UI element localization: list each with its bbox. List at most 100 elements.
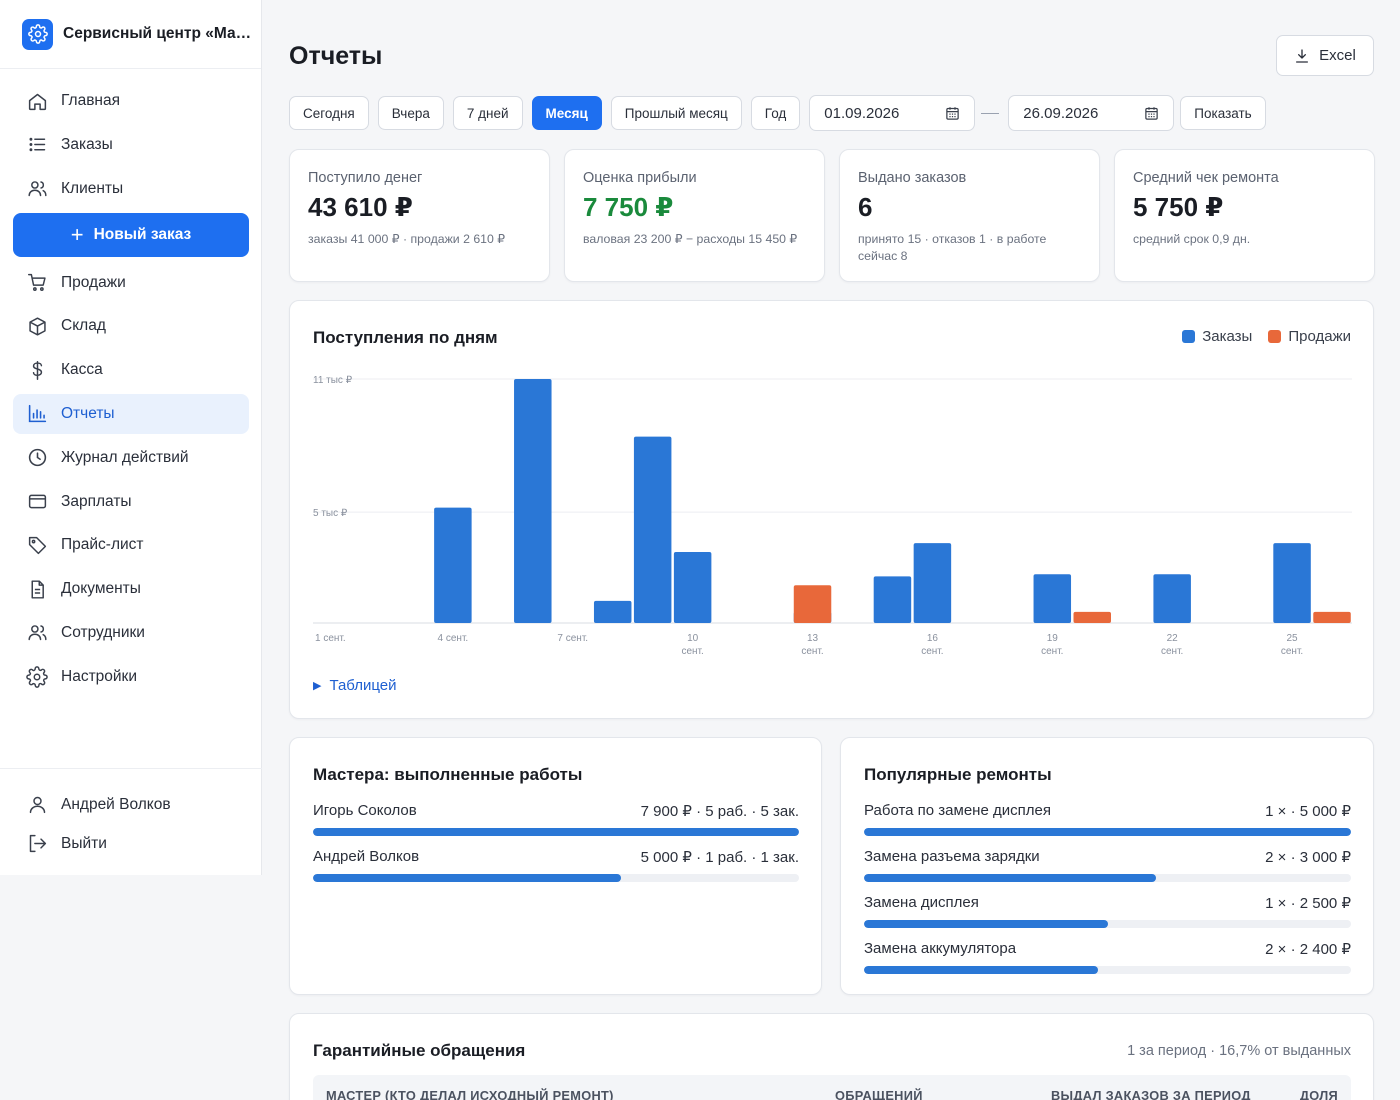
- nav-label: Касса: [61, 361, 103, 379]
- cart-icon: [26, 272, 48, 294]
- logout-button[interactable]: Выйти: [13, 824, 249, 863]
- user-profile[interactable]: Андрей Волков: [13, 785, 249, 824]
- kpi-cards: Поступило денег 43 610 ₽ заказы 41 000 ₽…: [289, 149, 1375, 282]
- progress-fill: [313, 828, 799, 836]
- repair-row: Замена аккумулятора 2 × · 2 400 ₽: [864, 940, 1351, 974]
- bar-chart-icon: [26, 403, 48, 425]
- progress-fill: [864, 874, 1157, 882]
- chart-bar-orders: [593, 600, 632, 623]
- chart-bar-orders: [913, 543, 952, 623]
- warranty-title: Гарантийные обращения: [313, 1041, 526, 1060]
- nav-item-cash[interactable]: Касса: [13, 350, 249, 390]
- column-header[interactable]: ДОЛЯ: [1299, 1088, 1338, 1100]
- excel-export-button[interactable]: Excel: [1276, 35, 1374, 76]
- y-tick-label: 11 тыс ₽: [313, 375, 353, 386]
- table-view-toggle[interactable]: ▶ Таблицей: [313, 677, 397, 694]
- nav-item-home[interactable]: Главная: [13, 81, 249, 121]
- progress-track: [313, 828, 799, 836]
- date-from-value: 01.09.2026: [824, 104, 900, 122]
- nav-item-reports[interactable]: Отчеты: [13, 393, 249, 434]
- legend-label: Продажи: [1288, 328, 1351, 345]
- kpi-card-profit: Оценка прибыли 7 750 ₽ валовая 23 200 ₽ …: [564, 149, 825, 282]
- user-name: Андрей Волков: [61, 795, 171, 813]
- period-today-button[interactable]: Сегодня: [289, 96, 369, 130]
- date-to-value: 26.09.2026: [1023, 104, 1099, 122]
- legend-label: Заказы: [1202, 328, 1253, 345]
- period-last-month-button[interactable]: Прошлый месяц: [610, 96, 742, 130]
- nav-item-warehouse[interactable]: Склад: [13, 306, 249, 346]
- kpi-sub: заказы 41 000 ₽ · продажи 2 610 ₽: [308, 232, 506, 246]
- period-year-button[interactable]: Год: [750, 96, 801, 130]
- progress-track: [864, 920, 1351, 928]
- gear-icon: [22, 18, 53, 50]
- tag-icon: [26, 534, 48, 556]
- chart-bar-orders: [1273, 543, 1311, 623]
- excel-label: Excel: [1319, 47, 1356, 64]
- user-icon: [26, 794, 48, 816]
- period-week-button[interactable]: 7 дней: [452, 96, 523, 130]
- popular-repairs-panel: Популярные ремонты Работа по замене дисп…: [840, 737, 1374, 995]
- box-icon: [26, 315, 48, 337]
- column-header[interactable]: ОБРАЩЕНИЙ: [835, 1088, 923, 1100]
- legend-item-orders: Заказы: [1182, 328, 1252, 345]
- nav-item-pricelist[interactable]: Прайс-лист: [13, 525, 249, 565]
- brand: Сервисный центр «Ма…: [0, 0, 261, 69]
- nav-label: Документы: [61, 580, 141, 598]
- master-name: Игорь Соколов: [313, 802, 417, 819]
- dollar-icon: [26, 359, 48, 381]
- kpi-label: Выдано заказов: [858, 170, 967, 186]
- kpi-value: 6: [858, 192, 873, 222]
- repair-name: Замена аккумулятора: [864, 940, 1017, 957]
- wallet-icon: [26, 491, 48, 513]
- repair-row: Замена разъема зарядки 2 × · 3 000 ₽: [864, 848, 1351, 882]
- chart-bar-sales: [1313, 611, 1351, 623]
- nav-item-settings[interactable]: Настройки: [13, 657, 249, 697]
- chart-legend: Заказы Продажи: [1166, 328, 1351, 345]
- list-icon: [26, 134, 48, 156]
- x-tick-label: 7 сент.: [557, 633, 588, 644]
- show-button[interactable]: Показать: [1180, 96, 1266, 130]
- nav-item-journal[interactable]: Журнал действий: [13, 438, 249, 478]
- period-filters: Сегодня Вчера 7 дней Месяц Прошлый месяц…: [289, 95, 1275, 131]
- page-title: Отчеты: [289, 42, 383, 70]
- kpi-sub: средний срок 0,9 дн.: [1133, 232, 1251, 246]
- clock-icon: [26, 447, 48, 469]
- chart-bar-orders: [873, 576, 912, 623]
- nav-item-salaries[interactable]: Зарплаты: [13, 482, 249, 522]
- kpi-sub: валовая 23 200 ₽ − расходы 15 450 ₽: [583, 232, 798, 246]
- master-name: Андрей Волков: [313, 848, 420, 865]
- x-tick-label: 4 сент.: [438, 633, 469, 644]
- calendar-icon: [946, 106, 960, 120]
- new-order-label: Новый заказ: [93, 225, 192, 243]
- nav-label: Склад: [61, 317, 106, 335]
- warranty-summary: 1 за период · 16,7% от выданных: [1127, 1043, 1351, 1059]
- nav-item-sales[interactable]: Продажи: [13, 263, 249, 303]
- nav-item-documents[interactable]: Документы: [13, 569, 249, 609]
- period-month-button[interactable]: Месяц: [531, 96, 602, 130]
- warranty-table-header: МАСТЕР (КТО ДЕЛАЛ ИСХОДНЫЙ РЕМОНТ) ОБРАЩ…: [313, 1075, 1351, 1100]
- legend-swatch: [1268, 330, 1282, 343]
- kpi-label: Средний чек ремонта: [1133, 170, 1279, 186]
- column-header[interactable]: МАСТЕР (КТО ДЕЛАЛ ИСХОДНЫЙ РЕМОНТ): [326, 1088, 614, 1100]
- nav-label: Прайс-лист: [61, 536, 144, 554]
- document-icon: [26, 578, 48, 600]
- column-header[interactable]: ВЫДАЛ ЗАКАЗОВ ЗА ПЕРИОД: [1051, 1088, 1251, 1100]
- nav-label: Зарплаты: [61, 492, 132, 510]
- income-bar-chart: 5 тыс ₽ 11 тыс ₽ 1 сент. 4 сент. 7 сент. 10 се…: [313, 375, 1352, 657]
- date-from-field[interactable]: 01.09.2026: [809, 95, 976, 131]
- plus-icon: +: [70, 221, 84, 247]
- triangle-right-icon: ▶: [313, 680, 322, 692]
- chart-bar-orders: [673, 552, 712, 623]
- period-yesterday-button[interactable]: Вчера: [377, 96, 444, 130]
- new-order-button[interactable]: + Новый заказ: [13, 212, 249, 257]
- logout-label: Выйти: [61, 834, 107, 852]
- nav-item-employees[interactable]: Сотрудники: [13, 613, 249, 653]
- kpi-card-income: Поступило денег 43 610 ₽ заказы 41 000 ₽…: [289, 149, 550, 282]
- repair-row: Работа по замене дисплея 1 × · 5 000 ₽: [864, 802, 1351, 836]
- nav-item-clients[interactable]: Клиенты: [13, 169, 249, 209]
- nav-item-orders[interactable]: Заказы: [13, 125, 249, 165]
- nav-label: Журнал действий: [61, 448, 189, 466]
- repair-name: Замена разъема зарядки: [864, 848, 1040, 865]
- date-to-field[interactable]: 26.09.2026: [1008, 95, 1175, 131]
- master-stats: 7 900 ₽ · 5 раб. · 5 зак.: [640, 803, 799, 820]
